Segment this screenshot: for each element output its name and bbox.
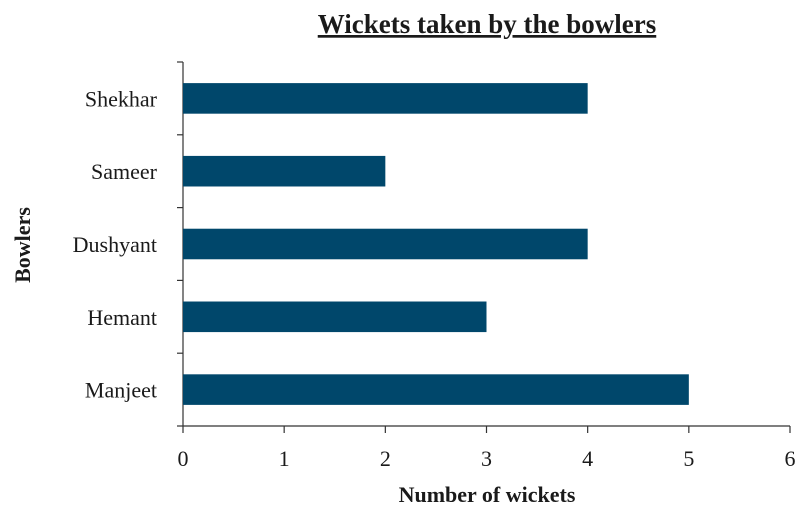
x-tick-label: 0 — [178, 446, 189, 471]
bar-dushyant — [183, 228, 588, 260]
x-tick-label: 1 — [279, 446, 290, 471]
y-tick-label-hemant: Hemant — [87, 305, 157, 330]
y-tick-label-shekhar: Shekhar — [85, 86, 158, 111]
x-tick-label: 6 — [785, 446, 796, 471]
y-axis-title: Bowlers — [10, 207, 35, 283]
x-tick-label: 5 — [683, 446, 694, 471]
bar-hemant — [183, 301, 487, 333]
x-tick-label: 2 — [380, 446, 391, 471]
y-tick-label-manjeet: Manjeet — [85, 378, 157, 403]
x-axis-title: Number of wickets — [399, 482, 576, 507]
chart-title: Wickets taken by the bowlers — [318, 9, 657, 39]
bar-manjeet — [183, 374, 689, 405]
x-tick-label: 3 — [481, 446, 492, 471]
x-tick-label: 4 — [582, 446, 593, 471]
plot-area: 0 1 2 3 4 5 6 Shekhar Sameer Dushyant Hemant Manjee… — [73, 61, 796, 471]
bar-sameer — [183, 155, 386, 187]
y-tick-label-dushyant: Dushyant — [73, 232, 157, 257]
bar-shekhar — [183, 83, 588, 114]
y-tick-label-sameer: Sameer — [91, 159, 158, 184]
